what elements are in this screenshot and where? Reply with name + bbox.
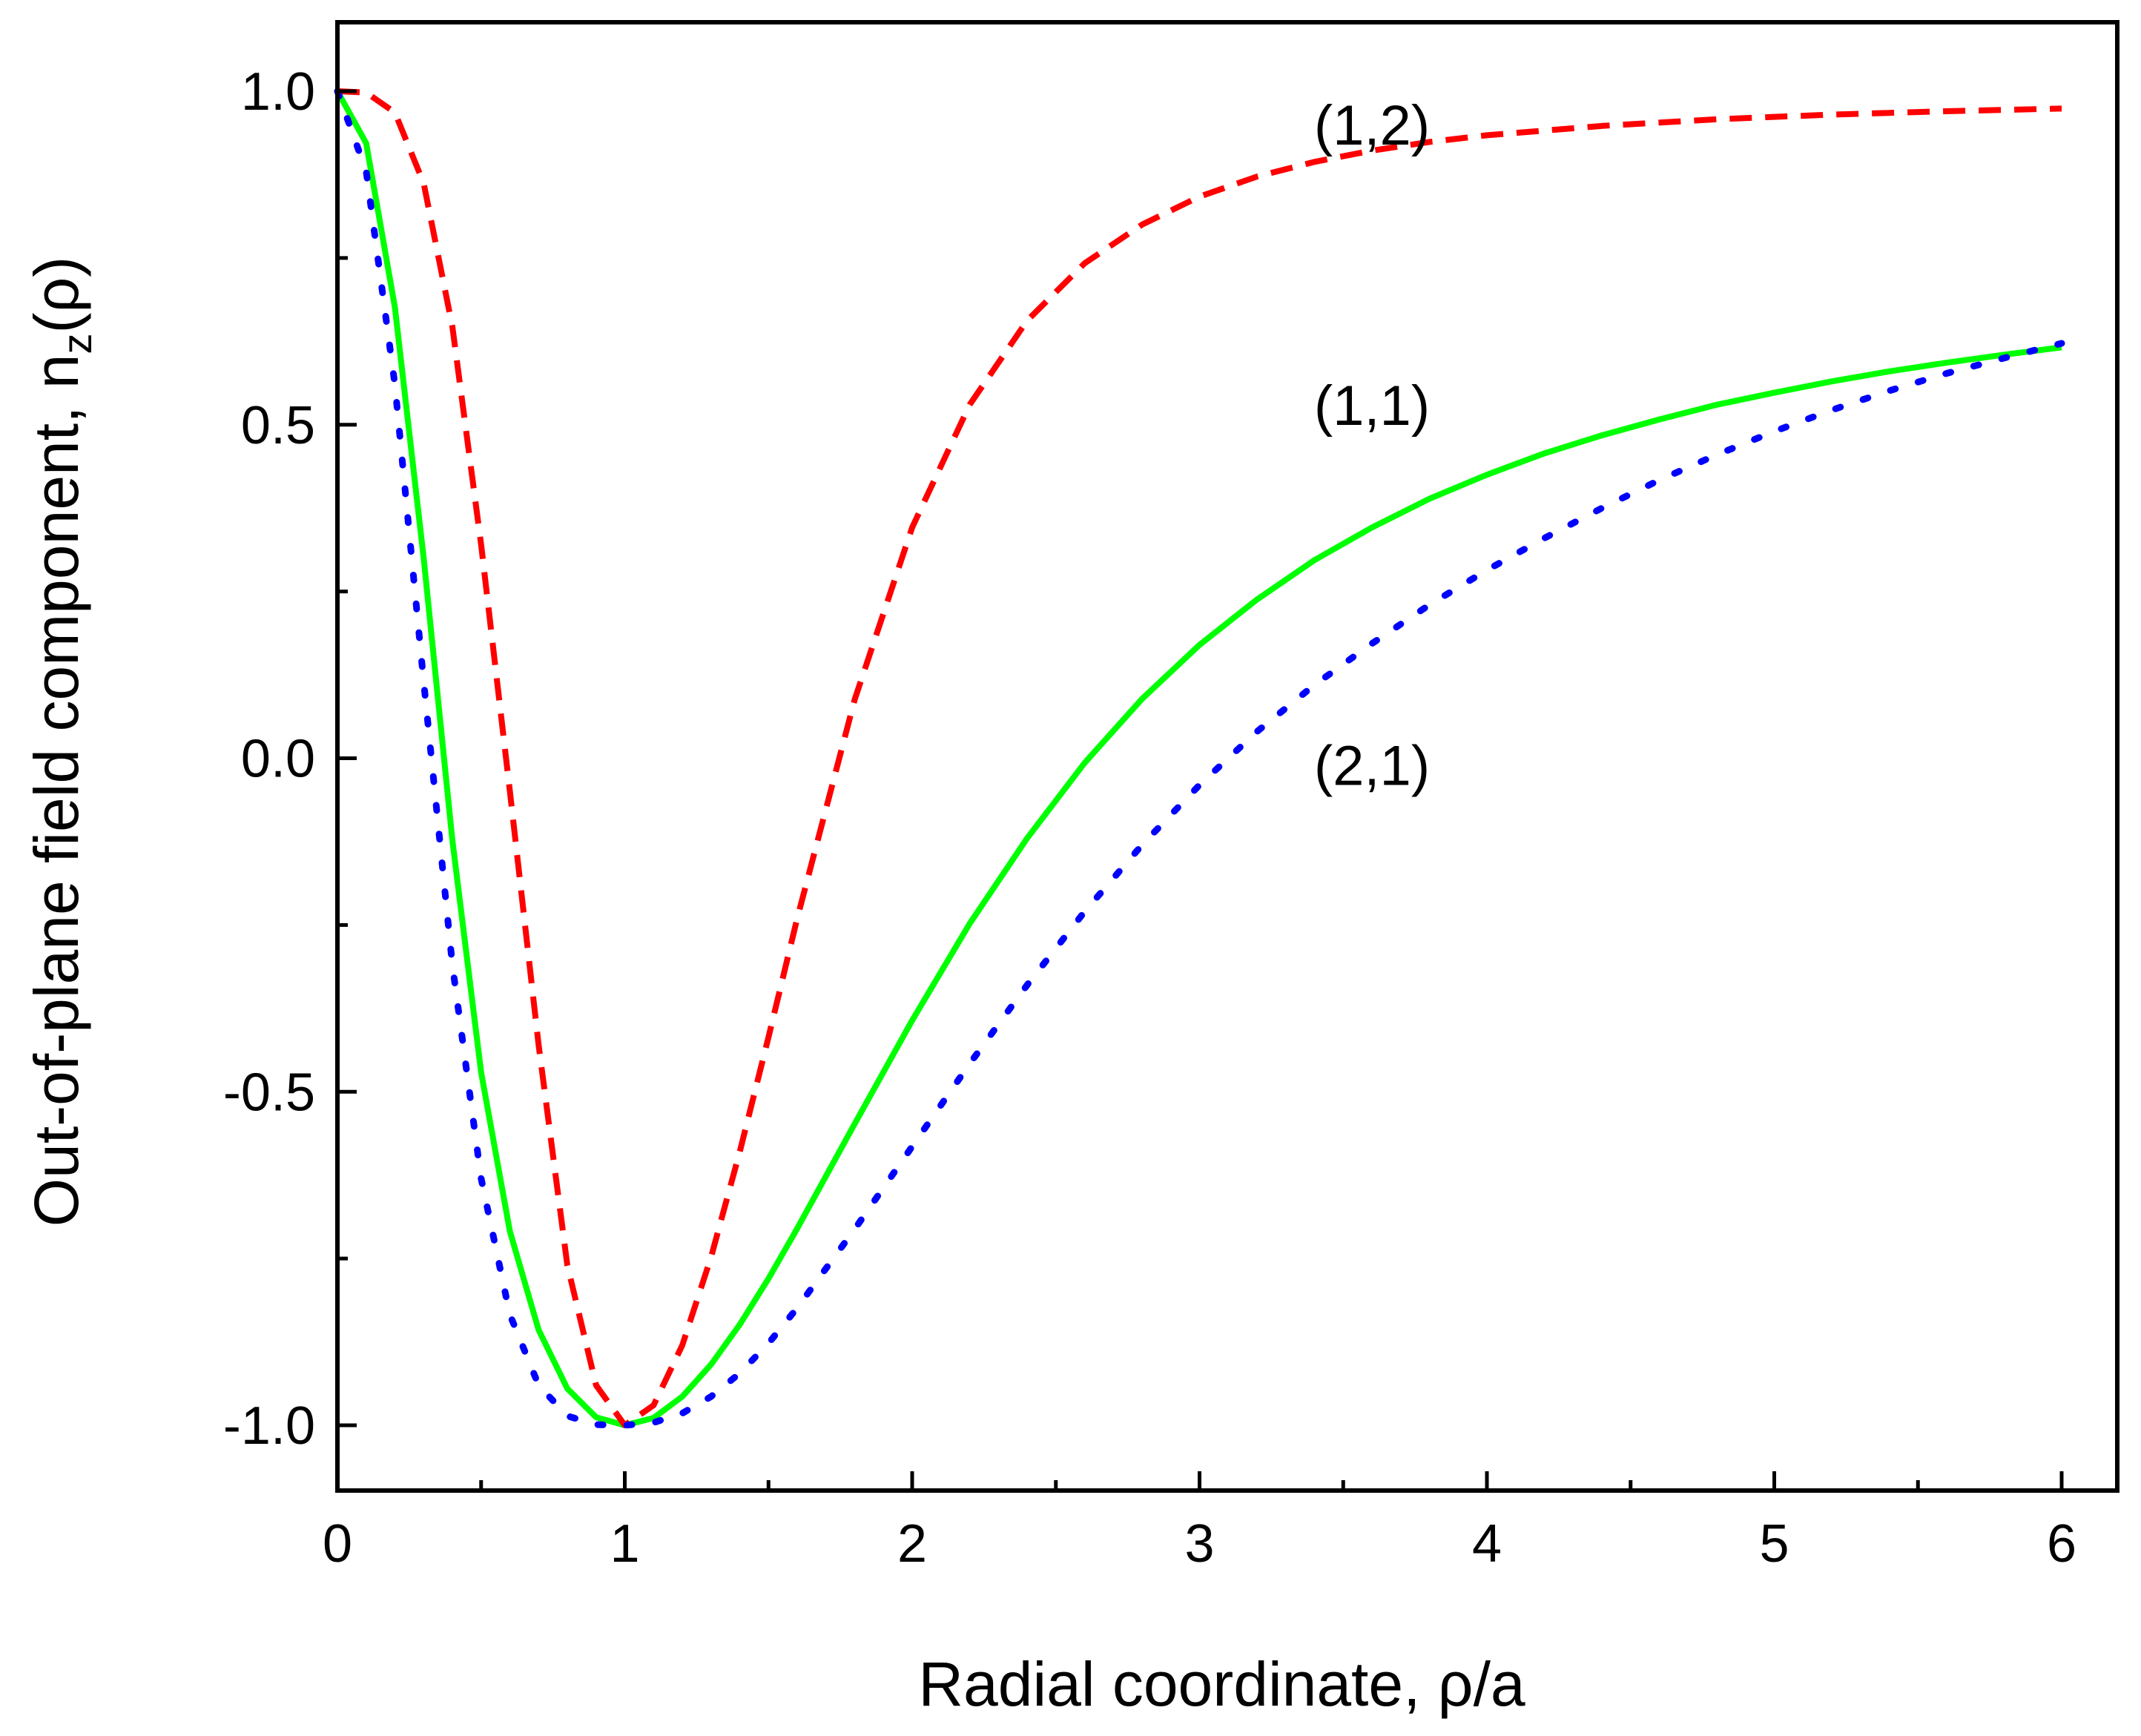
series-annotation: (2,1) <box>1314 734 1430 797</box>
series-line-12 <box>337 88 2062 1428</box>
x-tick-label: 5 <box>1759 1514 1789 1574</box>
x-tick-label: 1 <box>610 1514 639 1574</box>
x-tick-label: 6 <box>2047 1514 2076 1574</box>
y-axis-title-main: Out-of-plane field component, n <box>22 354 91 1227</box>
x-tick-label: 3 <box>1184 1514 1214 1574</box>
tick-layer: 0 1 2 3 4 5 6 -1.0 -0.5 0.0 0.5 1.0 <box>223 62 2076 1574</box>
series-layer <box>334 88 2065 1429</box>
x-tick-label: 0 <box>323 1514 352 1574</box>
series-annotation: (1,1) <box>1314 374 1430 438</box>
annotation-layer: (1,2) (1,1) (2,1) <box>1314 94 1430 798</box>
y-tick-label: -0.5 <box>223 1063 315 1122</box>
y-tick-label: 0.0 <box>241 730 315 789</box>
y-tick-label: 0.5 <box>241 396 315 455</box>
y-tick-label: -1.0 <box>223 1396 315 1456</box>
series-line-11 <box>334 90 2062 1428</box>
y-tick-label: 1.0 <box>241 62 315 122</box>
x-tick-label: 2 <box>897 1514 927 1574</box>
y-axis-title: Out-of-plane field component, nz(ρ) <box>22 257 100 1227</box>
y-axis-title-subscript: z <box>53 334 100 354</box>
series-annotation: (1,2) <box>1314 94 1430 157</box>
x-axis-title: Radial coordinate, ρ/a <box>918 1649 1525 1719</box>
x-tick-label: 4 <box>1472 1514 1502 1574</box>
y-axis-title-suffix: (ρ) <box>22 257 91 334</box>
